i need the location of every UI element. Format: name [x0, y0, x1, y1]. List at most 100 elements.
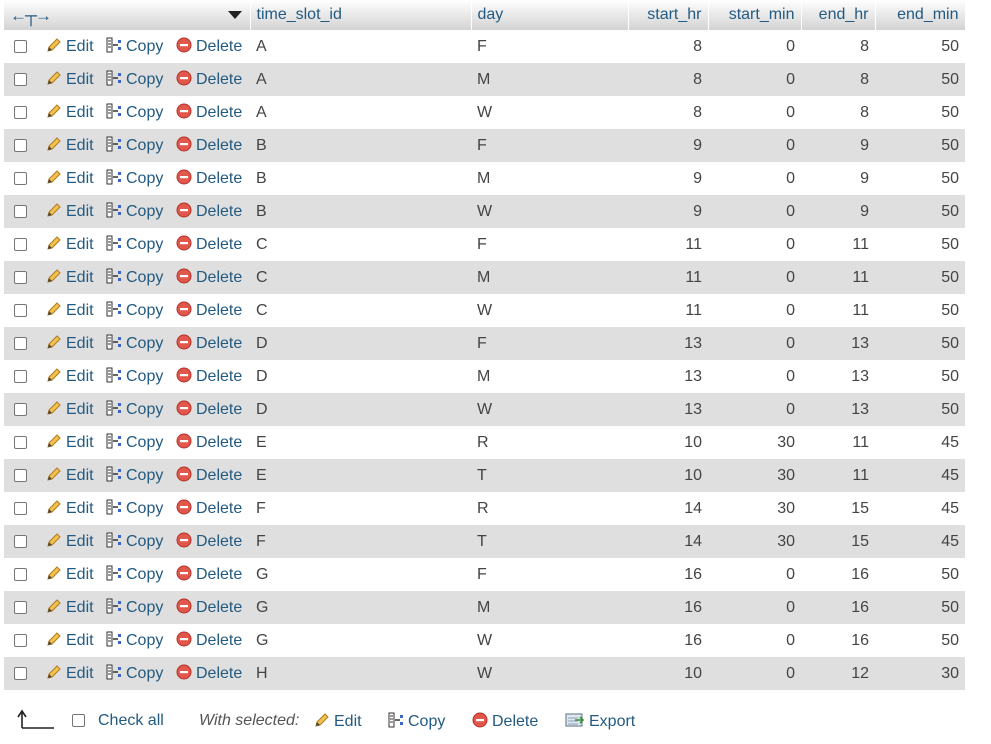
edit-button[interactable]: Edit: [46, 137, 94, 154]
cell-time-slot-id[interactable]: D: [250, 360, 471, 393]
delete-button[interactable]: Delete: [176, 169, 242, 187]
edit-button[interactable]: Edit: [46, 665, 94, 682]
cell-start-hr[interactable]: 14: [628, 492, 708, 525]
cell-end-min[interactable]: 30: [875, 657, 965, 690]
cell-end-min[interactable]: 50: [875, 624, 965, 657]
row-checkbox[interactable]: [14, 336, 27, 350]
cell-start-hr[interactable]: 10: [628, 459, 708, 492]
cell-end-min[interactable]: 50: [875, 30, 965, 63]
cell-day[interactable]: R: [471, 426, 628, 459]
row-checkbox[interactable]: [14, 435, 27, 449]
edit-button[interactable]: Edit: [46, 236, 94, 253]
copy-button[interactable]: Copy: [106, 301, 163, 319]
cell-day[interactable]: W: [471, 294, 628, 327]
cell-day[interactable]: W: [471, 393, 628, 426]
row-checkbox[interactable]: [14, 105, 27, 119]
delete-button[interactable]: Delete: [176, 664, 242, 682]
cell-end-min[interactable]: 50: [875, 228, 965, 261]
cell-start-hr[interactable]: 11: [628, 261, 708, 294]
cell-start-hr[interactable]: 8: [628, 96, 708, 129]
delete-button[interactable]: Delete: [176, 136, 242, 154]
cell-time-slot-id[interactable]: F: [250, 492, 471, 525]
delete-button[interactable]: Delete: [176, 631, 242, 649]
delete-button[interactable]: Delete: [176, 598, 242, 616]
cell-end-hr[interactable]: 13: [801, 393, 875, 426]
cell-time-slot-id[interactable]: G: [250, 591, 471, 624]
copy-button[interactable]: Copy: [106, 631, 163, 649]
delete-button[interactable]: Delete: [176, 565, 242, 583]
cell-start-min[interactable]: 0: [708, 96, 801, 129]
edit-button[interactable]: Edit: [46, 599, 94, 616]
cell-end-min[interactable]: 50: [875, 63, 965, 96]
check-all-label[interactable]: Check all: [98, 712, 164, 729]
cell-time-slot-id[interactable]: B: [250, 195, 471, 228]
cell-start-min[interactable]: 0: [708, 30, 801, 63]
cell-end-hr[interactable]: 11: [801, 228, 875, 261]
cell-end-min[interactable]: 50: [875, 261, 965, 294]
cell-end-hr[interactable]: 16: [801, 624, 875, 657]
row-checkbox[interactable]: [14, 270, 27, 284]
cell-start-hr[interactable]: 16: [628, 558, 708, 591]
cell-start-hr[interactable]: 8: [628, 63, 708, 96]
cell-day[interactable]: M: [471, 360, 628, 393]
delete-button[interactable]: Delete: [176, 466, 242, 484]
cell-day[interactable]: F: [471, 129, 628, 162]
edit-button[interactable]: Edit: [46, 71, 94, 88]
cell-end-min[interactable]: 50: [875, 294, 965, 327]
copy-button[interactable]: Copy: [106, 235, 163, 253]
cell-day[interactable]: W: [471, 624, 628, 657]
row-checkbox[interactable]: [14, 138, 27, 152]
cell-start-min[interactable]: 0: [708, 294, 801, 327]
cell-time-slot-id[interactable]: B: [250, 129, 471, 162]
cell-end-min[interactable]: 50: [875, 96, 965, 129]
column-header-start-min[interactable]: start_min: [708, 0, 802, 30]
cell-start-hr[interactable]: 10: [628, 426, 708, 459]
copy-button[interactable]: Copy: [106, 532, 163, 550]
delete-button[interactable]: Delete: [176, 202, 242, 220]
cell-time-slot-id[interactable]: B: [250, 162, 471, 195]
cell-day[interactable]: F: [471, 228, 628, 261]
cell-end-min[interactable]: 50: [875, 393, 965, 426]
bulk-edit-button[interactable]: Edit: [314, 712, 362, 731]
cell-start-hr[interactable]: 11: [628, 228, 708, 261]
cell-start-hr[interactable]: 9: [628, 195, 708, 228]
copy-button[interactable]: Copy: [106, 433, 163, 451]
row-checkbox[interactable]: [14, 402, 27, 416]
edit-button[interactable]: Edit: [46, 533, 94, 550]
cell-start-min[interactable]: 0: [708, 327, 801, 360]
copy-button[interactable]: Copy: [106, 136, 163, 154]
cell-start-min[interactable]: 0: [708, 591, 801, 624]
cell-start-hr[interactable]: 13: [628, 327, 708, 360]
delete-button[interactable]: Delete: [176, 268, 242, 286]
cell-end-hr[interactable]: 16: [801, 591, 875, 624]
cell-time-slot-id[interactable]: G: [250, 624, 471, 657]
row-checkbox[interactable]: [14, 600, 27, 614]
cell-end-hr[interactable]: 11: [801, 261, 875, 294]
cell-time-slot-id[interactable]: F: [250, 525, 471, 558]
delete-button[interactable]: Delete: [176, 103, 242, 121]
copy-button[interactable]: Copy: [106, 565, 163, 583]
row-checkbox[interactable]: [14, 39, 27, 53]
cell-time-slot-id[interactable]: G: [250, 558, 471, 591]
cell-end-min[interactable]: 50: [875, 591, 965, 624]
copy-button[interactable]: Copy: [106, 202, 163, 220]
edit-button[interactable]: Edit: [46, 170, 94, 187]
cell-start-min[interactable]: 30: [708, 525, 801, 558]
copy-button[interactable]: Copy: [106, 499, 163, 517]
cell-time-slot-id[interactable]: C: [250, 228, 471, 261]
cell-start-min[interactable]: 0: [708, 195, 801, 228]
cell-end-hr[interactable]: 12: [801, 657, 875, 690]
column-header-start-hr[interactable]: start_hr: [628, 0, 709, 30]
cell-end-hr[interactable]: 8: [801, 63, 875, 96]
cell-end-hr[interactable]: 11: [801, 294, 875, 327]
cell-end-min[interactable]: 45: [875, 426, 965, 459]
copy-button[interactable]: Copy: [106, 400, 163, 418]
row-checkbox[interactable]: [14, 468, 27, 482]
row-checkbox[interactable]: [14, 501, 27, 515]
edit-button[interactable]: Edit: [46, 434, 94, 451]
cell-end-min[interactable]: 50: [875, 558, 965, 591]
row-checkbox[interactable]: [14, 369, 27, 383]
row-checkbox[interactable]: [14, 204, 27, 218]
copy-button[interactable]: Copy: [106, 334, 163, 352]
cell-time-slot-id[interactable]: E: [250, 459, 471, 492]
